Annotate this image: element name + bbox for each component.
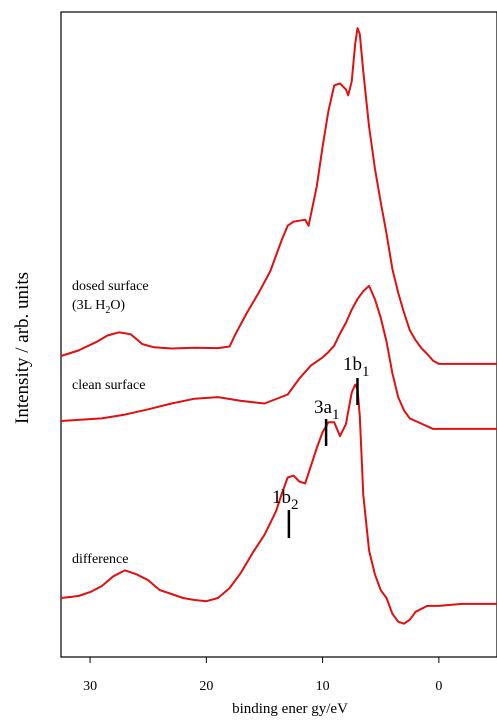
peak-label: 1b2: [272, 487, 299, 513]
series-labels: dosed surface (3L H2O) clean surface differ…: [72, 279, 149, 567]
x-tick-label: 30: [83, 679, 97, 694]
plot-frame: [60, 11, 497, 658]
x-axis-label: binding ener gy/eV: [232, 701, 348, 717]
series-label-3: difference: [72, 552, 128, 567]
series-label-1-line2: (3L H2O): [72, 298, 125, 316]
series-line-1: [60, 27, 497, 365]
series-line-3: [60, 383, 497, 625]
x-tick-label: 20: [199, 679, 213, 694]
x-axis-ticks: 30 20 10 0: [83, 657, 442, 694]
peak-label: 3a1: [314, 397, 339, 423]
series-label-1: dosed surface: [72, 279, 149, 294]
peak-label: 1b1: [343, 354, 370, 380]
series-line-2: [60, 284, 497, 430]
x-tick-label: 0: [435, 679, 442, 694]
y-axis-label: Intensity / arb. units: [12, 272, 33, 424]
x-tick-label: 10: [316, 679, 330, 694]
series-label-2: clean surface: [72, 378, 145, 393]
curves-group: [60, 27, 497, 625]
